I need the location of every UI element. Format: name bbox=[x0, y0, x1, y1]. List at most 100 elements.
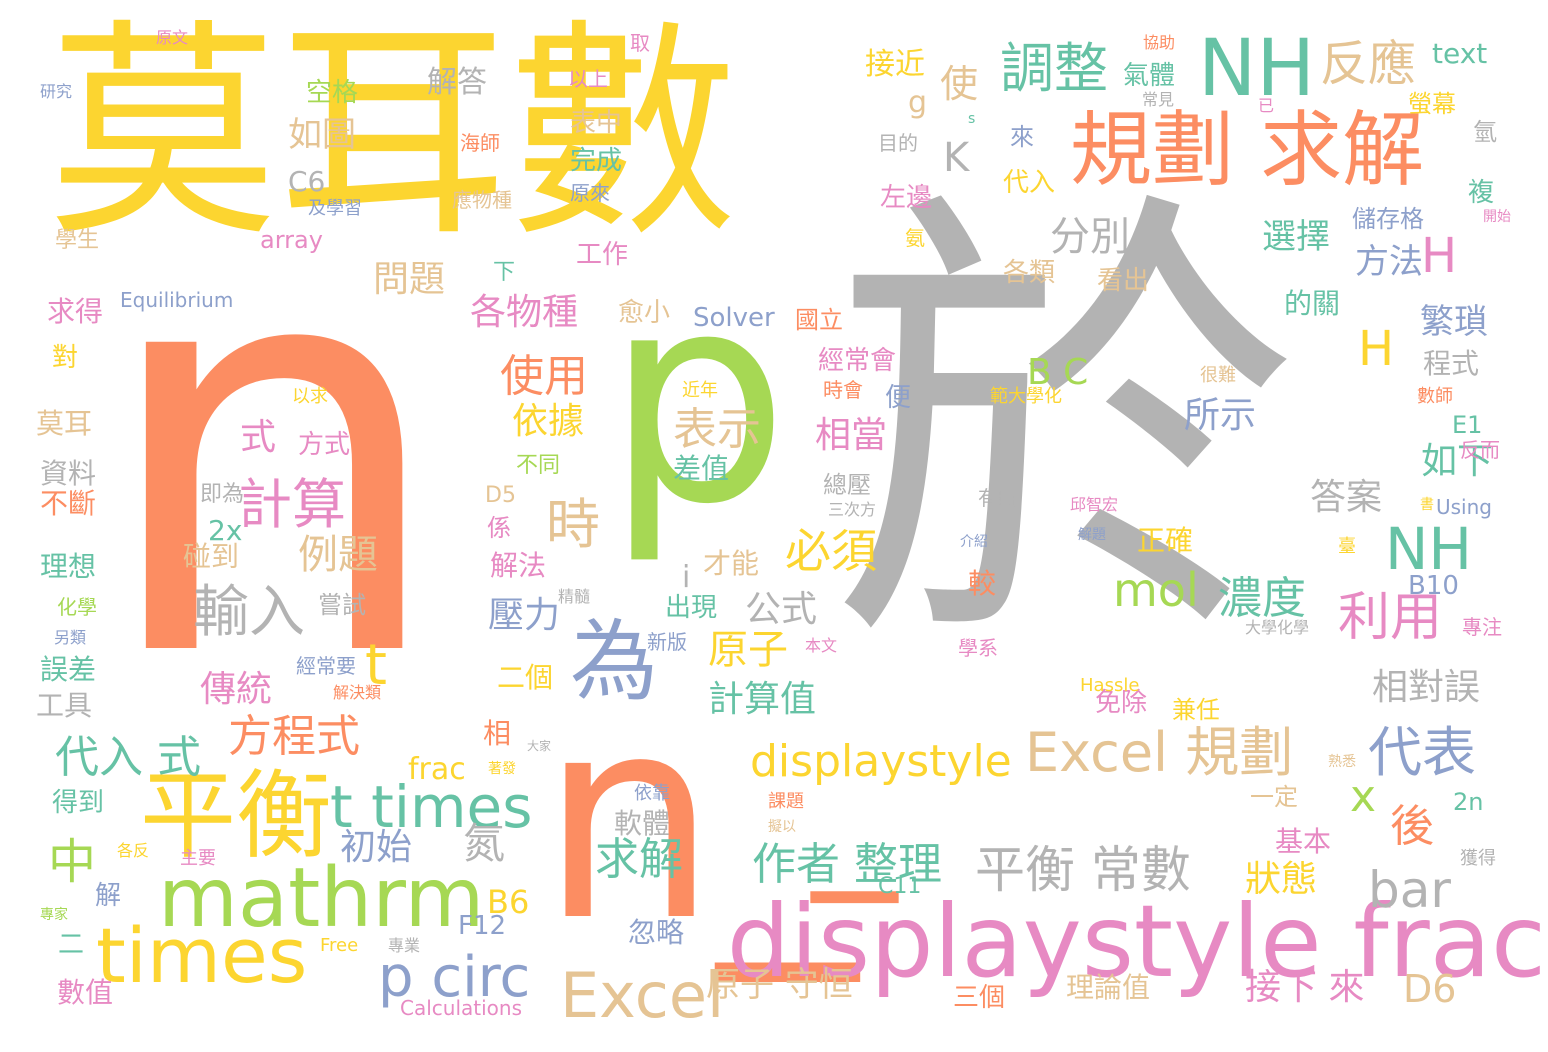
cloud-word: 儲存格 bbox=[1352, 205, 1424, 233]
cloud-word: 2n bbox=[1453, 788, 1484, 816]
cloud-word: 軟體 bbox=[614, 807, 671, 840]
cloud-word: 精髓 bbox=[558, 587, 591, 606]
cloud-word: 左邊 bbox=[880, 183, 933, 213]
cloud-word: 新版 bbox=[647, 630, 687, 654]
cloud-word: 忽略 bbox=[628, 916, 685, 949]
cloud-word: 課題 bbox=[768, 791, 804, 812]
cloud-word: 莫耳數 bbox=[48, 1, 739, 268]
cloud-word: 代入 bbox=[1003, 168, 1056, 198]
cloud-word: H bbox=[1358, 321, 1395, 377]
cloud-word: 臺 bbox=[1338, 536, 1356, 557]
cloud-word: 時會 bbox=[823, 378, 863, 402]
cloud-word: displaystyle bbox=[750, 736, 1012, 787]
cloud-word: 代表 bbox=[1368, 721, 1476, 784]
cloud-word: 才能 bbox=[703, 547, 760, 580]
cloud-word: 求得 bbox=[47, 295, 104, 328]
cloud-word: 方法 bbox=[1355, 242, 1423, 282]
cloud-word: 程式 bbox=[1423, 347, 1480, 380]
cloud-word: 代入 式 bbox=[55, 732, 201, 783]
cloud-word: NH bbox=[1198, 24, 1315, 114]
cloud-word: 相當 bbox=[815, 415, 888, 456]
cloud-word: 原文 bbox=[156, 28, 189, 47]
cloud-word: B10 bbox=[1408, 571, 1459, 601]
cloud-word: 於 bbox=[830, 156, 1300, 703]
cloud-word: 取 bbox=[630, 31, 650, 55]
cloud-word: g bbox=[908, 85, 928, 120]
cloud-word: 螢幕 bbox=[1408, 90, 1456, 118]
cloud-word: 2x bbox=[208, 514, 243, 547]
cloud-word: 所示 bbox=[1184, 395, 1257, 436]
cloud-word: 的關 bbox=[1284, 287, 1341, 320]
cloud-word: 後 bbox=[1390, 801, 1434, 852]
cloud-word: n bbox=[95, 129, 450, 781]
cloud-word: 各反 bbox=[117, 841, 150, 860]
cloud-word: 數師 bbox=[1417, 386, 1453, 407]
cloud-word: s bbox=[968, 111, 976, 127]
cloud-word: 以求 bbox=[292, 386, 328, 407]
cloud-word: 便 bbox=[885, 383, 912, 413]
cloud-word: 相對誤 bbox=[1372, 667, 1481, 708]
cloud-word: 中 bbox=[48, 834, 97, 890]
cloud-word: 較 bbox=[968, 567, 997, 600]
cloud-word: 各物種 bbox=[470, 292, 579, 333]
cloud-word: 必須 bbox=[785, 524, 877, 578]
cloud-word: 主要 bbox=[180, 848, 216, 869]
cloud-word: 國立 bbox=[795, 306, 843, 334]
cloud-word: 氮 bbox=[463, 819, 506, 868]
cloud-word: 總壓 bbox=[823, 471, 871, 499]
cloud-word: 介紹 bbox=[960, 534, 988, 550]
cloud-word: 求解 bbox=[595, 834, 683, 885]
cloud-word: 狀態 bbox=[1245, 859, 1318, 900]
cloud-word: p bbox=[605, 231, 790, 568]
cloud-word: Excel bbox=[560, 959, 725, 1032]
cloud-word: 解題 bbox=[1078, 527, 1106, 543]
cloud-word: 專業 bbox=[388, 936, 421, 955]
cloud-word: 接下 來 bbox=[1245, 967, 1365, 1008]
cloud-word: 依靠 bbox=[634, 783, 670, 804]
cloud-word: 研究 bbox=[40, 82, 73, 101]
cloud-word: 近年 bbox=[682, 380, 718, 401]
cloud-word: 解 bbox=[95, 881, 122, 911]
cloud-word: 學系 bbox=[958, 636, 998, 660]
cloud-word: 經常要 bbox=[296, 654, 356, 678]
cloud-word: 大家 bbox=[527, 739, 552, 753]
cloud-word: 式 bbox=[240, 417, 277, 458]
cloud-word: 複 bbox=[1468, 178, 1495, 208]
cloud-word: 公式 bbox=[745, 589, 818, 630]
cloud-word: 化學 bbox=[57, 595, 97, 619]
cloud-word: H bbox=[1421, 228, 1458, 284]
cloud-word: 學生 bbox=[55, 228, 100, 253]
cloud-word: 二個 bbox=[497, 661, 554, 694]
cloud-word: Equilibrium bbox=[120, 288, 234, 312]
cloud-word: 輸入 bbox=[193, 580, 305, 645]
cloud-word: 作者 整理 bbox=[752, 839, 942, 890]
cloud-word: 依據 bbox=[512, 401, 585, 442]
cloud-word: 三次方 bbox=[828, 500, 877, 519]
cloud-word: 著發 bbox=[488, 761, 516, 777]
cloud-word: 分別 bbox=[1050, 214, 1130, 260]
cloud-word: 有時 bbox=[978, 486, 1018, 510]
cloud-word: 免除 bbox=[1095, 688, 1148, 718]
cloud-word: 如下 bbox=[1421, 441, 1494, 482]
cloud-word: C6 bbox=[288, 165, 326, 198]
cloud-word: 一定 bbox=[1250, 783, 1298, 811]
cloud-word: 理論值 bbox=[1066, 971, 1151, 1004]
cloud-word: 正確 bbox=[1137, 524, 1194, 557]
cloud-word: array bbox=[260, 226, 323, 254]
cloud-word: 問題 bbox=[373, 259, 446, 300]
cloud-word: 工作 bbox=[576, 240, 629, 270]
cloud-word: 原子 守恒 bbox=[706, 965, 853, 1005]
cloud-word: 規劃 求解 bbox=[1070, 103, 1425, 198]
cloud-word: 接近 bbox=[865, 47, 925, 82]
cloud-word: 書 bbox=[1420, 497, 1434, 513]
cloud-word: 如圖 bbox=[288, 115, 356, 155]
cloud-word: 下 bbox=[493, 260, 516, 285]
cloud-word: 原來 bbox=[570, 181, 610, 205]
cloud-word: 為 bbox=[570, 610, 659, 713]
cloud-word: 愈小 bbox=[618, 298, 671, 328]
cloud-word: 例題 bbox=[298, 532, 378, 578]
cloud-word: D6 bbox=[1403, 967, 1457, 1011]
cloud-word: 計算值 bbox=[708, 679, 817, 720]
cloud-word: Calculations bbox=[400, 996, 522, 1020]
cloud-word: _ bbox=[812, 706, 897, 904]
